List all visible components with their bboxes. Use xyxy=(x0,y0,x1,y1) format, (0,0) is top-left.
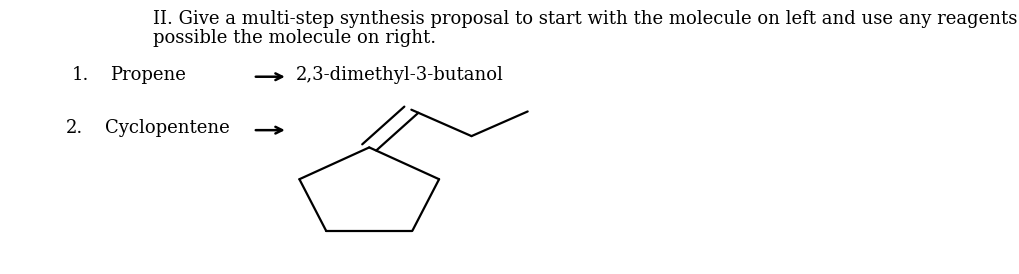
Text: 2,3-dimethyl-3-butanol: 2,3-dimethyl-3-butanol xyxy=(296,66,503,84)
Text: Cyclopentene: Cyclopentene xyxy=(105,119,229,137)
Text: 2.: 2. xyxy=(66,119,84,137)
Text: Propene: Propene xyxy=(110,66,185,84)
Text: II. Give a multi-step synthesis proposal to start with the molecule on left and : II. Give a multi-step synthesis proposal… xyxy=(153,10,1016,28)
Text: possible the molecule on right.: possible the molecule on right. xyxy=(153,29,436,47)
Text: 1.: 1. xyxy=(71,66,89,84)
